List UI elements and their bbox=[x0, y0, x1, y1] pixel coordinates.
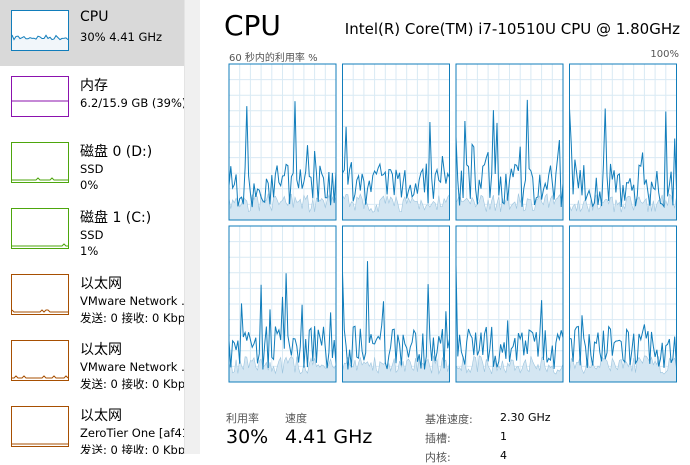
panel-title: CPU bbox=[224, 9, 281, 42]
core-graph-border bbox=[455, 63, 564, 221]
thumbnail-line bbox=[12, 177, 68, 181]
core-graph-border bbox=[228, 63, 337, 221]
item-detail: 发送: 0 接收: 0 Kbp bbox=[80, 311, 184, 325]
sidebar-item[interactable]: 以太网 ZeroTier One [af41 发送: 0 接收: 0 Kbp bbox=[0, 396, 184, 454]
usage-line bbox=[228, 101, 337, 208]
graph-label: 60 秒内的利用率 % bbox=[229, 53, 318, 64]
item-detail: 发送: 0 接收: 0 Kbp bbox=[80, 377, 184, 391]
core-graphs bbox=[228, 63, 677, 383]
item-detail: 0% bbox=[80, 178, 99, 192]
item-detail: SSD bbox=[80, 162, 104, 176]
sidebar-item[interactable]: 以太网 VMware Network . 发送: 0 接收: 0 Kbp bbox=[0, 330, 184, 396]
spec-value: 1 bbox=[500, 430, 507, 443]
item-detail: SSD bbox=[80, 228, 104, 242]
item-detail: VMware Network . bbox=[80, 294, 184, 308]
thumbnail bbox=[11, 274, 69, 315]
spec-label: 内核: bbox=[425, 451, 451, 464]
usage-line bbox=[342, 261, 450, 370]
item-detail: VMware Network . bbox=[80, 360, 184, 374]
kernel-area bbox=[228, 356, 337, 383]
kernel-area bbox=[455, 355, 564, 383]
stat-label: 利用率 bbox=[226, 412, 259, 425]
item-title: 以太网 bbox=[80, 342, 122, 358]
stat-label: 速度 bbox=[285, 412, 307, 425]
thumbnail-fill bbox=[12, 35, 68, 50]
thumbnail-line bbox=[11, 309, 68, 313]
usage-line bbox=[455, 264, 564, 369]
thumbnail-graph bbox=[12, 100, 68, 102]
thumbnail-line bbox=[12, 375, 69, 379]
item-detail: ZeroTier One [af41 bbox=[80, 426, 184, 440]
thumbnail-graph bbox=[11, 309, 68, 313]
spec-value: 2.30 GHz bbox=[500, 411, 551, 424]
thumbnail-graph bbox=[12, 177, 68, 181]
thumbnail-graph bbox=[12, 243, 68, 247]
thumbnail bbox=[11, 340, 69, 381]
sidebar-item[interactable]: CPU 30% 4.41 GHz bbox=[0, 0, 184, 66]
sidebar-item[interactable]: 内存 6.2/15.9 GB (39%) bbox=[0, 66, 184, 132]
thumbnail bbox=[11, 76, 69, 117]
item-title: 磁盘 0 (D:) bbox=[80, 144, 153, 160]
kernel-area bbox=[228, 192, 337, 221]
item-title: CPU bbox=[80, 9, 109, 25]
core-graph-border bbox=[569, 225, 677, 383]
kernel-area bbox=[455, 192, 564, 221]
item-detail: 30% 4.41 GHz bbox=[80, 30, 163, 44]
core-graph-border bbox=[342, 63, 450, 221]
stat-value: 30% bbox=[226, 426, 269, 448]
sidebar: CPU 30% 4.41 GHz 内存 6.2/15.9 GB (39%) 磁盘 0 (… bbox=[0, 0, 184, 454]
spec-value: 4 bbox=[500, 449, 507, 462]
kernel-area bbox=[342, 193, 450, 221]
usage-line bbox=[455, 99, 564, 208]
thumbnail bbox=[11, 10, 69, 51]
usage-line bbox=[228, 273, 337, 370]
core-graph-border bbox=[455, 225, 564, 383]
thumbnail-line bbox=[12, 243, 68, 247]
usage-line bbox=[569, 108, 677, 209]
item-title: 磁盘 1 (C:) bbox=[80, 210, 152, 226]
core-graph-border bbox=[569, 63, 677, 221]
stat-value: 4.41 GHz bbox=[285, 426, 373, 448]
item-title: 以太网 bbox=[80, 408, 122, 424]
kernel-area bbox=[342, 355, 450, 383]
thumbnail-graph bbox=[12, 375, 69, 379]
thumbnail bbox=[11, 406, 69, 447]
thumbnail bbox=[11, 208, 69, 249]
item-title: 以太网 bbox=[80, 276, 122, 292]
sidebar-item[interactable]: 磁盘 1 (C:) SSD 1% bbox=[0, 198, 184, 264]
thumbnail-graph bbox=[12, 443, 68, 445]
graph-max: 100% bbox=[650, 49, 679, 60]
spec-label: 基准速度: bbox=[425, 413, 473, 426]
item-title: 内存 bbox=[80, 78, 108, 94]
sidebar-item[interactable]: 以太网 VMware Network . 发送: 0 接收: 0 Kbp bbox=[0, 264, 184, 330]
usage-line bbox=[342, 121, 450, 205]
core-graph-border bbox=[228, 225, 337, 383]
item-detail: 6.2/15.9 GB (39%) bbox=[80, 96, 184, 110]
scrollbar[interactable] bbox=[184, 0, 200, 454]
core-graph-border bbox=[342, 225, 450, 383]
thumbnail-line bbox=[11, 34, 69, 41]
thumbnail bbox=[11, 142, 69, 183]
sidebar-item[interactable]: 磁盘 0 (D:) SSD 0% bbox=[0, 132, 184, 198]
thumbnail-graph bbox=[11, 34, 69, 50]
item-detail: 1% bbox=[80, 244, 99, 258]
spec-label: 插槽: bbox=[425, 432, 451, 445]
usage-line bbox=[569, 315, 677, 369]
cpu-model: Intel(R) Core(TM) i7-10510U CPU @ 1.80GH… bbox=[344, 20, 680, 38]
item-detail: 发送: 0 接收: 0 Kbp bbox=[80, 443, 184, 454]
